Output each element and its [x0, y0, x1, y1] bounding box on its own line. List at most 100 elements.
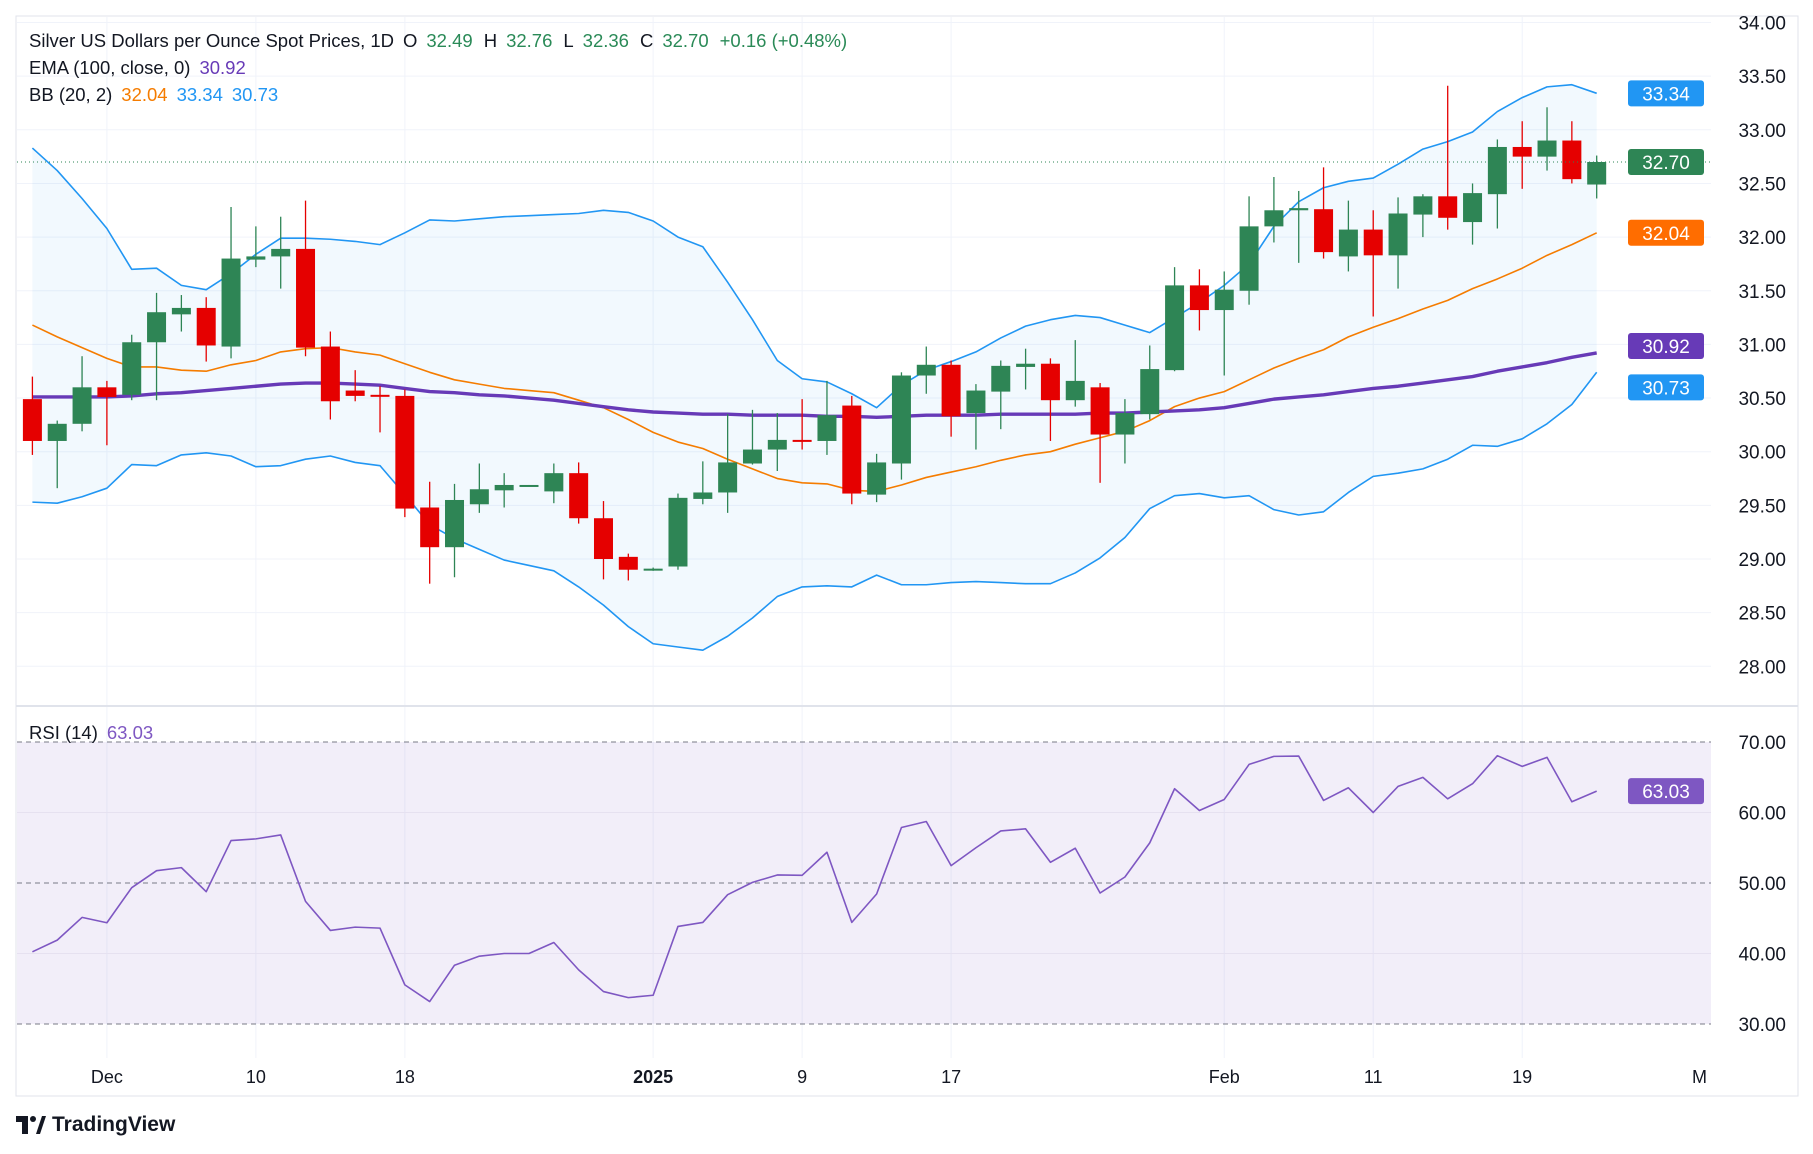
candle-body: [1512, 146, 1532, 157]
candle-body: [767, 439, 787, 450]
candle-body: [1463, 193, 1483, 223]
rsi-tick-label: 50.00: [1738, 874, 1786, 895]
price-tick-label: 33.50: [1738, 67, 1786, 88]
time-tick-label: 9: [797, 1067, 807, 1087]
time-tick-label: 17: [941, 1067, 961, 1087]
candle-body: [842, 405, 862, 494]
candle-body: [221, 258, 241, 347]
candle-down: [569, 462, 589, 524]
badge-bb-lower: 30.73: [1628, 374, 1704, 401]
candle-up: [1214, 271, 1234, 376]
legend-ema[interactable]: EMA (100, close, 0) 30.92: [29, 57, 255, 79]
price-axis[interactable]: 28.00 28.50 29.00 29.50 30.00 30.50 31.00 31.50…: [1738, 14, 1786, 1037]
candle-body: [122, 342, 142, 395]
candle-body: [792, 439, 812, 442]
candle-up: [122, 334, 142, 401]
candle-up: [1115, 399, 1135, 464]
candle-down: [97, 380, 117, 446]
candle-down: [22, 376, 42, 455]
candle-body: [1239, 226, 1259, 291]
candle-body: [1016, 363, 1036, 367]
candle-body: [469, 489, 489, 505]
candle-body: [1413, 196, 1433, 215]
candle-up: [445, 483, 465, 578]
candle-body: [742, 449, 762, 464]
candle-up: [1016, 348, 1036, 390]
legend-main[interactable]: Silver US Dollars per Ounce Spot Prices,…: [29, 30, 856, 52]
badge-bb-upper: 33.34: [1628, 80, 1704, 107]
candle-body: [718, 462, 738, 493]
candle-body: [72, 387, 92, 424]
price-tick-label: 28.50: [1738, 604, 1786, 625]
price-tick-label: 33.00: [1738, 121, 1786, 142]
candle-up: [1463, 183, 1483, 245]
candle-body: [1140, 369, 1160, 415]
candle-up: [519, 484, 539, 487]
rsi-pane[interactable]: [17, 741, 1711, 1025]
badge-ema: 30.92: [1628, 332, 1704, 359]
rsi-tick-label: 60.00: [1738, 804, 1786, 825]
badge-rsi: 63.03: [1628, 778, 1704, 805]
candle-body: [1189, 285, 1209, 311]
tradingview-logo[interactable]: TradingView: [16, 1113, 175, 1137]
candle-up: [1537, 107, 1557, 171]
candle-body: [1562, 140, 1582, 180]
tradingview-logo-icon: [16, 1116, 46, 1134]
candle-up: [271, 216, 291, 289]
candle-up: [1487, 139, 1507, 229]
candle-body: [171, 307, 191, 315]
time-tick-label: 2025: [633, 1067, 673, 1087]
candle-down: [1189, 269, 1209, 331]
candle-body: [1487, 146, 1507, 195]
ema-value: 30.92: [199, 57, 246, 78]
legend-rsi[interactable]: RSI (14) 63.03: [29, 722, 162, 744]
candle-body: [22, 399, 42, 441]
candle-up: [891, 372, 911, 480]
candle-up: [867, 453, 887, 503]
candle-body: [867, 462, 887, 495]
candle-up: [147, 292, 167, 401]
symbol-title[interactable]: Silver US Dollars per Ounce Spot Prices,…: [29, 30, 394, 51]
time-tick-label: Dec: [91, 1067, 123, 1087]
candle-body: [97, 387, 117, 397]
badge-bb-basis: 32.04: [1628, 219, 1704, 246]
candle-body: [643, 568, 663, 571]
price-pane[interactable]: [17, 83, 1711, 652]
rsi-tick-label: 70.00: [1738, 733, 1786, 754]
candle-up: [221, 207, 241, 359]
price-tick-label: 30.00: [1738, 443, 1786, 464]
time-tick-label: 19: [1512, 1067, 1532, 1087]
candle-up: [1239, 196, 1259, 305]
time-tick-label: 10: [246, 1067, 266, 1087]
candle-down: [196, 297, 216, 362]
candle-down: [593, 501, 613, 580]
candle-up: [966, 384, 986, 450]
legend-bb[interactable]: BB (20, 2) 32.04 33.34 30.73: [29, 84, 287, 106]
candle-up: [718, 414, 738, 513]
candle-up: [1289, 190, 1309, 263]
ema-label[interactable]: EMA (100, close, 0): [29, 57, 191, 78]
bb-basis-value: 32.04: [121, 84, 168, 105]
candle-down: [1512, 121, 1532, 189]
candle-body: [320, 346, 340, 402]
candle-down: [296, 200, 316, 357]
candle-down: [345, 370, 365, 402]
candle-down: [420, 481, 440, 584]
badge-bb-upper-text: 33.34: [1642, 84, 1690, 105]
time-tick-label: 11: [1364, 1067, 1383, 1087]
candle-up: [916, 346, 936, 394]
badge-bb-lower-text: 30.73: [1642, 378, 1690, 399]
candle-body: [991, 365, 1011, 392]
price-tick-label: 29.50: [1738, 496, 1786, 517]
candle-body: [519, 484, 539, 487]
bb-label[interactable]: BB (20, 2): [29, 84, 113, 105]
time-tick-label: 18: [395, 1067, 415, 1087]
candle-body: [47, 423, 67, 441]
candle-body: [1090, 387, 1110, 435]
candle-up: [47, 420, 67, 489]
tradingview-logo-text: TradingView: [52, 1113, 176, 1136]
candle-up: [1388, 197, 1408, 289]
time-axis[interactable]: Dec 10 18 2025 9 17 Feb 11 19 M: [91, 1067, 1707, 1087]
rsi-label[interactable]: RSI (14): [29, 722, 98, 743]
